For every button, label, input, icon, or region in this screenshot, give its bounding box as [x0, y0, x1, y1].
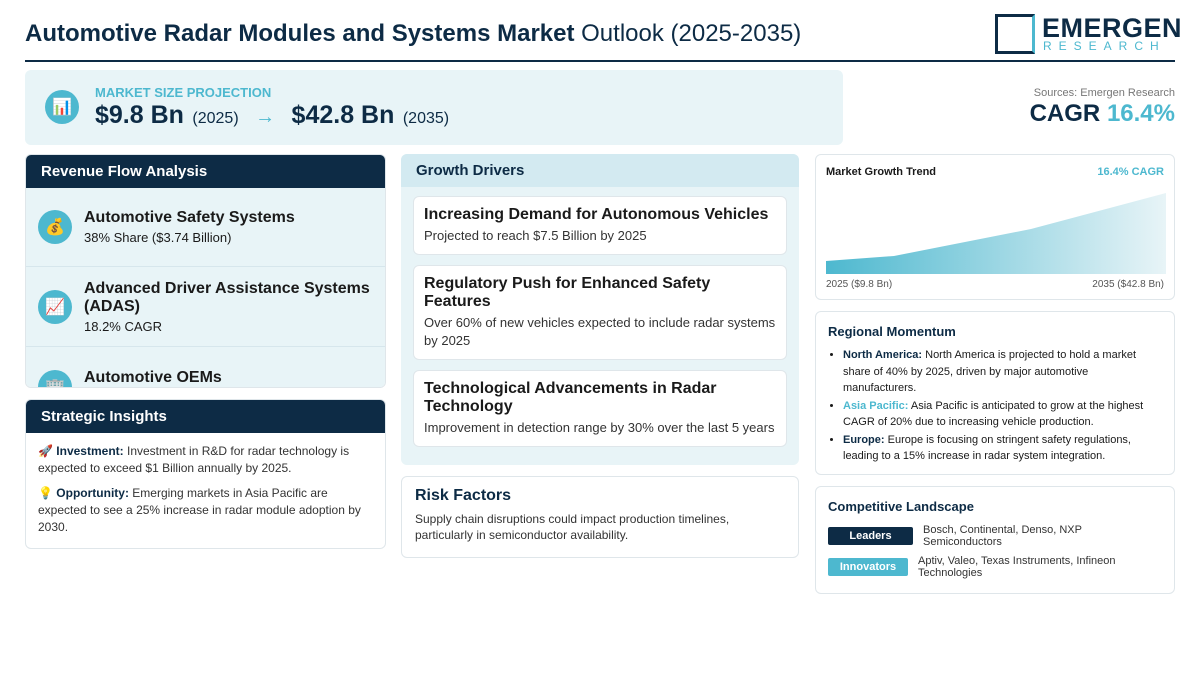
region-text: Europe is focusing on stringent safety r… — [843, 433, 1131, 463]
competitor-row: Leaders Bosch, Continental, Denso, NXP Se… — [828, 524, 1162, 548]
revenue-text: Automotive Safety Systems 38% Share ($3.7… — [84, 209, 295, 245]
driver-text: Improvement in detection range by 30% ov… — [424, 420, 775, 435]
revenue-item: 💰 Automotive Safety Systems 38% Share ($3.… — [26, 188, 385, 267]
trend-panel: Market Growth Trend 16.4% CAGR 2025 ($9.… — [815, 154, 1175, 300]
trend-area — [826, 193, 1166, 274]
driver-text: Projected to reach $7.5 Billion by 2025 — [424, 228, 647, 243]
panel-title: Growth Drivers — [401, 154, 799, 187]
risk-text: Supply chain disruptions could impact pr… — [415, 512, 730, 542]
revenue-text: Advanced Driver Assistance Systems (ADAS… — [84, 280, 373, 334]
panel-title: Strategic Insights — [26, 400, 385, 433]
region-item: Asia Pacific: Asia Pacific is anticipate… — [843, 398, 1162, 431]
insight-text: Emerging markets in Asia Pacific are exp… — [38, 486, 361, 534]
projection-values: $9.8 Bn (2025) → $42.8 Bn (2035) — [95, 101, 449, 130]
source: Sources: Emergen Research — [1033, 87, 1175, 99]
panel-title: Revenue Flow Analysis — [26, 155, 385, 188]
driver-card: Increasing Demand for Autonomous Vehicle… — [413, 196, 787, 255]
start-value: $9.8 Bn — [95, 101, 184, 129]
start-year: (2025) — [192, 110, 239, 127]
revenue-detail: 38% Share ($3.74 Billion) — [84, 230, 232, 245]
region-item: Europe: Europe is focusing on stringent … — [843, 432, 1162, 465]
competitive-panel: Competitive Landscape Leaders Bosch, Cont… — [815, 486, 1175, 594]
projection-icon: 📊 — [45, 90, 79, 124]
arrow: → — [255, 106, 276, 128]
cagr-value: 16.4% — [1106, 100, 1175, 127]
cagr: CAGR 16.4% — [1030, 100, 1175, 128]
revenue-icon: 💰 — [38, 210, 72, 244]
insight-label: Opportunity: — [56, 486, 129, 500]
driver-title: Technological Advancements in Radar Tech… — [424, 380, 717, 415]
trend-fill — [826, 193, 1166, 274]
driver-title: Increasing Demand for Autonomous Vehicle… — [424, 206, 769, 223]
region-text: North America is projected to hold a mar… — [843, 349, 1137, 394]
trend-end: 2035 ($42.8 Bn) — [1092, 279, 1164, 290]
regional-panel: Regional Momentum North America: North A… — [815, 311, 1175, 475]
region-name: Europe: — [843, 433, 885, 446]
revenue-item: 🏢 Automotive OEMs45% Share — [26, 347, 385, 388]
competitor-text: Aptiv, Valeo, Texas Instruments, Infineo… — [918, 555, 1116, 579]
driver-text: Over 60% of new vehicles expected to inc… — [424, 315, 776, 348]
revenue-panel: Revenue Flow Analysis 💰 Automotive Safety… — [25, 154, 386, 388]
page-title: Automotive Radar Modules and Systems Mar… — [25, 20, 801, 48]
insight: 🚀 Investment: Investment in R&D for rada… — [38, 443, 373, 477]
trend-title: Market Growth Trend — [826, 166, 937, 178]
panel-title: Competitive Landscape — [828, 499, 974, 514]
panel-title: Risk Factors — [415, 487, 512, 504]
end-value: $42.8 Bn — [291, 101, 395, 129]
driver-card: Technological Advancements in Radar Tech… — [413, 370, 787, 447]
revenue-name: Advanced Driver Assistance Systems (ADAS… — [84, 279, 370, 315]
projection-box: 📊 MARKET SIZE PROJECTION $9.8 Bn (2025) … — [25, 70, 843, 145]
competitor-row: Innovators Aptiv, Valeo, Texas Instrument… — [828, 555, 1162, 579]
badge: Innovators — [828, 558, 908, 576]
title-rest: Outlook (2025-2035) — [581, 20, 802, 47]
driver-title: Regulatory Push for Enhanced Safety Feat… — [424, 275, 711, 310]
competitor-text: Bosch, Continental, Denso, NXP Semicondu… — [923, 524, 1082, 548]
trend-cagr: 16.4% CAGR — [1097, 166, 1164, 178]
logo-top: EMERGEN — [1042, 13, 1183, 43]
driver-card: Regulatory Push for Enhanced Safety Feat… — [413, 265, 787, 360]
insight: 💡 Opportunity: Emerging markets in Asia … — [38, 485, 373, 536]
logo-mark — [995, 14, 1035, 54]
revenue-icon: 🏢 — [38, 369, 72, 387]
insight-label: Investment: — [56, 444, 124, 458]
logo-bottom: RESEARCH — [1043, 39, 1166, 53]
revenue-icon: 📈 — [38, 289, 72, 324]
insight-text: Investment in R&D for radar technology i… — [38, 444, 350, 475]
drivers-panel: Growth Drivers Increasing Demand for Aut… — [401, 154, 799, 465]
insights-panel: Strategic Insights 🚀 Investment: Investm… — [25, 399, 386, 549]
insight-icon: 💡 — [38, 486, 53, 500]
title-bold: Automotive Radar Modules and Systems Mar… — [25, 20, 575, 47]
header-rule — [25, 60, 1175, 62]
insight-icon: 🚀 — [38, 444, 53, 458]
region-name: North America: — [843, 349, 923, 361]
trend-start: 2025 ($9.8 Bn) — [826, 279, 893, 290]
revenue-name: Automotive OEMs — [84, 368, 222, 386]
revenue-text: Automotive OEMs45% Share — [84, 368, 222, 388]
region-text: Asia Pacific is anticipated to grow at t… — [843, 399, 1144, 429]
projection-label: MARKET SIZE PROJECTION — [95, 85, 272, 100]
end-year: (2035) — [402, 110, 450, 127]
panel-title: Regional Momentum — [828, 324, 956, 339]
revenue-item: 📈 Advanced Driver Assistance Systems (ADA… — [26, 267, 385, 347]
revenue-detail: 18.2% CAGR — [84, 318, 163, 334]
region-name: Asia Pacific: — [843, 399, 909, 412]
revenue-name: Automotive Safety Systems — [84, 209, 295, 226]
region-item: North America: North America is projecte… — [843, 347, 1162, 397]
badge: Leaders — [828, 527, 913, 545]
risk-panel: Risk Factors Supply chain disruptions co… — [401, 476, 799, 558]
cagr-label: CAGR — [1029, 100, 1101, 127]
